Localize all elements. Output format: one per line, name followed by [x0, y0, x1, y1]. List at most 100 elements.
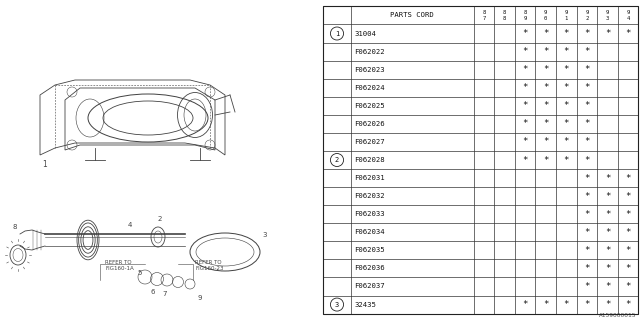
- Text: *: *: [584, 300, 589, 309]
- Text: F062024: F062024: [355, 85, 385, 91]
- Text: 31004: 31004: [355, 30, 376, 36]
- Text: 8
9: 8 9: [524, 10, 527, 20]
- Text: 9
3: 9 3: [606, 10, 609, 20]
- Text: *: *: [605, 192, 610, 201]
- Text: *: *: [605, 282, 610, 291]
- Text: *: *: [605, 173, 610, 183]
- Text: *: *: [605, 228, 610, 237]
- Text: *: *: [543, 83, 548, 92]
- Text: *: *: [564, 65, 569, 74]
- Text: *: *: [584, 101, 589, 110]
- Text: F062026: F062026: [355, 121, 385, 127]
- Text: F062031: F062031: [355, 175, 385, 181]
- Text: *: *: [584, 119, 589, 128]
- Text: *: *: [605, 210, 610, 219]
- Text: F062032: F062032: [355, 193, 385, 199]
- Text: *: *: [564, 83, 569, 92]
- Text: *: *: [522, 47, 528, 56]
- Text: *: *: [625, 173, 631, 183]
- Text: F062034: F062034: [355, 229, 385, 235]
- Text: *: *: [605, 300, 610, 309]
- Text: *: *: [584, 29, 589, 38]
- Text: F062022: F062022: [355, 49, 385, 55]
- Text: 9
2: 9 2: [585, 10, 589, 20]
- Text: 1: 1: [335, 30, 339, 36]
- Text: REFER TO: REFER TO: [195, 260, 221, 265]
- Text: 4: 4: [128, 222, 132, 228]
- Text: *: *: [543, 119, 548, 128]
- Text: *: *: [522, 101, 528, 110]
- Text: *: *: [584, 47, 589, 56]
- Text: 1: 1: [42, 160, 47, 169]
- Text: *: *: [543, 156, 548, 164]
- Text: *: *: [564, 156, 569, 164]
- Text: *: *: [605, 264, 610, 273]
- Text: FIG160-1A: FIG160-1A: [105, 266, 134, 271]
- Text: F062025: F062025: [355, 103, 385, 109]
- Text: F062033: F062033: [355, 211, 385, 217]
- Text: *: *: [543, 65, 548, 74]
- Text: *: *: [522, 156, 528, 164]
- Text: *: *: [584, 192, 589, 201]
- Text: *: *: [564, 119, 569, 128]
- Text: *: *: [625, 246, 631, 255]
- Text: *: *: [625, 282, 631, 291]
- Text: F062035: F062035: [355, 247, 385, 253]
- Text: *: *: [625, 192, 631, 201]
- Text: *: *: [625, 264, 631, 273]
- Text: *: *: [543, 47, 548, 56]
- Text: FIG160-23: FIG160-23: [195, 266, 223, 271]
- Text: *: *: [522, 83, 528, 92]
- Text: 3: 3: [262, 232, 266, 238]
- Text: *: *: [625, 210, 631, 219]
- Text: *: *: [522, 65, 528, 74]
- Text: REFER TO: REFER TO: [105, 260, 132, 265]
- Text: *: *: [584, 264, 589, 273]
- Text: *: *: [605, 246, 610, 255]
- Text: *: *: [564, 300, 569, 309]
- Text: 5: 5: [138, 270, 142, 276]
- Text: 9
0: 9 0: [544, 10, 547, 20]
- Text: F062023: F062023: [355, 67, 385, 73]
- Text: *: *: [564, 101, 569, 110]
- Text: 9: 9: [198, 295, 202, 301]
- Text: 8
7: 8 7: [482, 10, 486, 20]
- Text: *: *: [522, 137, 528, 147]
- Text: *: *: [543, 300, 548, 309]
- Text: 7: 7: [163, 291, 167, 297]
- Text: *: *: [625, 300, 631, 309]
- Text: *: *: [584, 65, 589, 74]
- Text: *: *: [584, 228, 589, 237]
- Text: PARTS CORD: PARTS CORD: [390, 12, 434, 19]
- Text: 9
1: 9 1: [564, 10, 568, 20]
- Text: 8
8: 8 8: [503, 10, 506, 20]
- Text: *: *: [522, 300, 528, 309]
- Text: 9
4: 9 4: [627, 10, 630, 20]
- Text: *: *: [564, 137, 569, 147]
- Text: 2: 2: [158, 216, 162, 222]
- Text: F062027: F062027: [355, 139, 385, 145]
- Text: *: *: [584, 173, 589, 183]
- Text: A159000015: A159000015: [599, 313, 637, 318]
- Text: 3: 3: [335, 301, 339, 308]
- Text: *: *: [584, 83, 589, 92]
- Text: 8: 8: [13, 224, 17, 230]
- Text: *: *: [543, 101, 548, 110]
- Text: *: *: [584, 210, 589, 219]
- Text: *: *: [584, 156, 589, 164]
- Text: *: *: [522, 29, 528, 38]
- Text: *: *: [543, 137, 548, 147]
- Text: 32435: 32435: [355, 301, 376, 308]
- Text: 6: 6: [151, 289, 156, 295]
- Text: F062036: F062036: [355, 265, 385, 271]
- Text: *: *: [584, 282, 589, 291]
- Text: *: *: [543, 29, 548, 38]
- Text: *: *: [564, 29, 569, 38]
- Text: *: *: [584, 246, 589, 255]
- Text: *: *: [522, 119, 528, 128]
- Text: *: *: [584, 137, 589, 147]
- Text: *: *: [564, 47, 569, 56]
- Text: F062037: F062037: [355, 284, 385, 290]
- Text: *: *: [625, 29, 631, 38]
- Text: F062028: F062028: [355, 157, 385, 163]
